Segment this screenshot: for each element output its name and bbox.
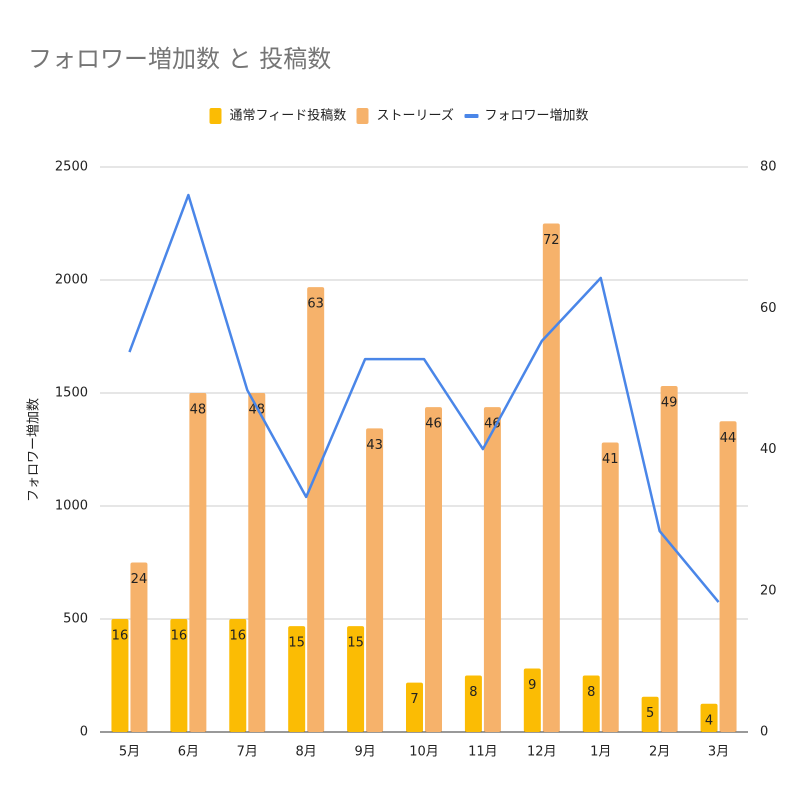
y2-tick-label: 40 <box>760 442 777 457</box>
x-tick-label: 10月 <box>409 745 439 760</box>
y2-tick-label: 0 <box>760 725 768 740</box>
legend-marker <box>464 114 479 118</box>
bar <box>700 703 718 732</box>
data-label: 16 <box>112 629 129 644</box>
x-tick-label: 7月 <box>237 745 258 760</box>
x-tick-label: 1月 <box>590 745 611 760</box>
data-label: 7 <box>410 692 418 707</box>
bar <box>464 675 482 732</box>
data-label: 49 <box>661 395 678 410</box>
bar <box>111 619 129 732</box>
x-tick-label: 3月 <box>708 745 729 760</box>
chart-title: フォロワー増加数 と 投稿数 <box>28 45 331 73</box>
legend-label: ストーリーズ <box>377 108 454 124</box>
x-tick-label: 9月 <box>354 745 375 760</box>
data-label: 43 <box>366 438 383 453</box>
x-tick-label: 5月 <box>119 745 140 760</box>
data-label: 15 <box>288 636 305 651</box>
data-label: 41 <box>602 452 619 467</box>
y-tick-label: 2000 <box>55 273 88 288</box>
data-label: 46 <box>484 417 501 432</box>
data-label: 24 <box>131 572 148 587</box>
data-label: 16 <box>171 629 188 644</box>
legend-marker <box>356 108 369 124</box>
y-tick-label: 500 <box>63 612 88 627</box>
data-label: 48 <box>190 403 207 418</box>
y-axis-title: フォロワー増加数 <box>27 398 42 502</box>
data-label: 9 <box>528 678 536 693</box>
data-label: 15 <box>347 636 364 651</box>
bar <box>347 626 365 732</box>
bar <box>248 393 266 732</box>
y-tick-label: 2500 <box>55 160 88 175</box>
bar <box>366 428 384 732</box>
x-tick-label: 8月 <box>296 745 317 760</box>
bar <box>189 393 207 732</box>
legend-marker <box>209 108 222 124</box>
bar <box>483 407 501 732</box>
bar <box>130 562 148 732</box>
bar <box>719 421 737 732</box>
y-tick-label: 1500 <box>55 386 88 401</box>
data-label: 16 <box>229 629 246 644</box>
bar <box>582 675 600 732</box>
y-tick-label: 0 <box>80 725 88 740</box>
x-tick-label: 12月 <box>527 745 557 760</box>
legend-label: 通常フィード投稿数 <box>230 108 347 124</box>
y2-tick-label: 60 <box>760 301 777 316</box>
data-label: 4 <box>705 713 713 728</box>
bar <box>523 668 541 732</box>
bar <box>660 385 678 732</box>
bar <box>542 223 560 732</box>
bar <box>307 287 325 732</box>
legend-label: フォロワー増加数 <box>485 109 589 124</box>
x-tick-label: 2月 <box>649 745 670 760</box>
bar <box>170 619 188 732</box>
bar <box>601 442 619 732</box>
data-label: 63 <box>307 297 324 312</box>
bar <box>406 682 423 732</box>
bar <box>229 619 247 732</box>
data-label: 8 <box>469 685 477 700</box>
x-tick-label: 6月 <box>178 745 199 760</box>
data-label: 5 <box>646 706 654 721</box>
data-label: 72 <box>543 233 560 248</box>
bar <box>425 407 442 732</box>
y2-tick-label: 80 <box>760 160 777 175</box>
data-label: 44 <box>720 431 737 446</box>
bar <box>288 626 306 732</box>
y2-tick-label: 20 <box>760 583 777 598</box>
data-label: 8 <box>587 685 595 700</box>
line <box>128 193 720 603</box>
y-tick-label: 1000 <box>55 499 88 514</box>
data-label: 46 <box>425 417 442 432</box>
bar <box>641 696 659 732</box>
x-tick-label: 11月 <box>468 745 498 760</box>
